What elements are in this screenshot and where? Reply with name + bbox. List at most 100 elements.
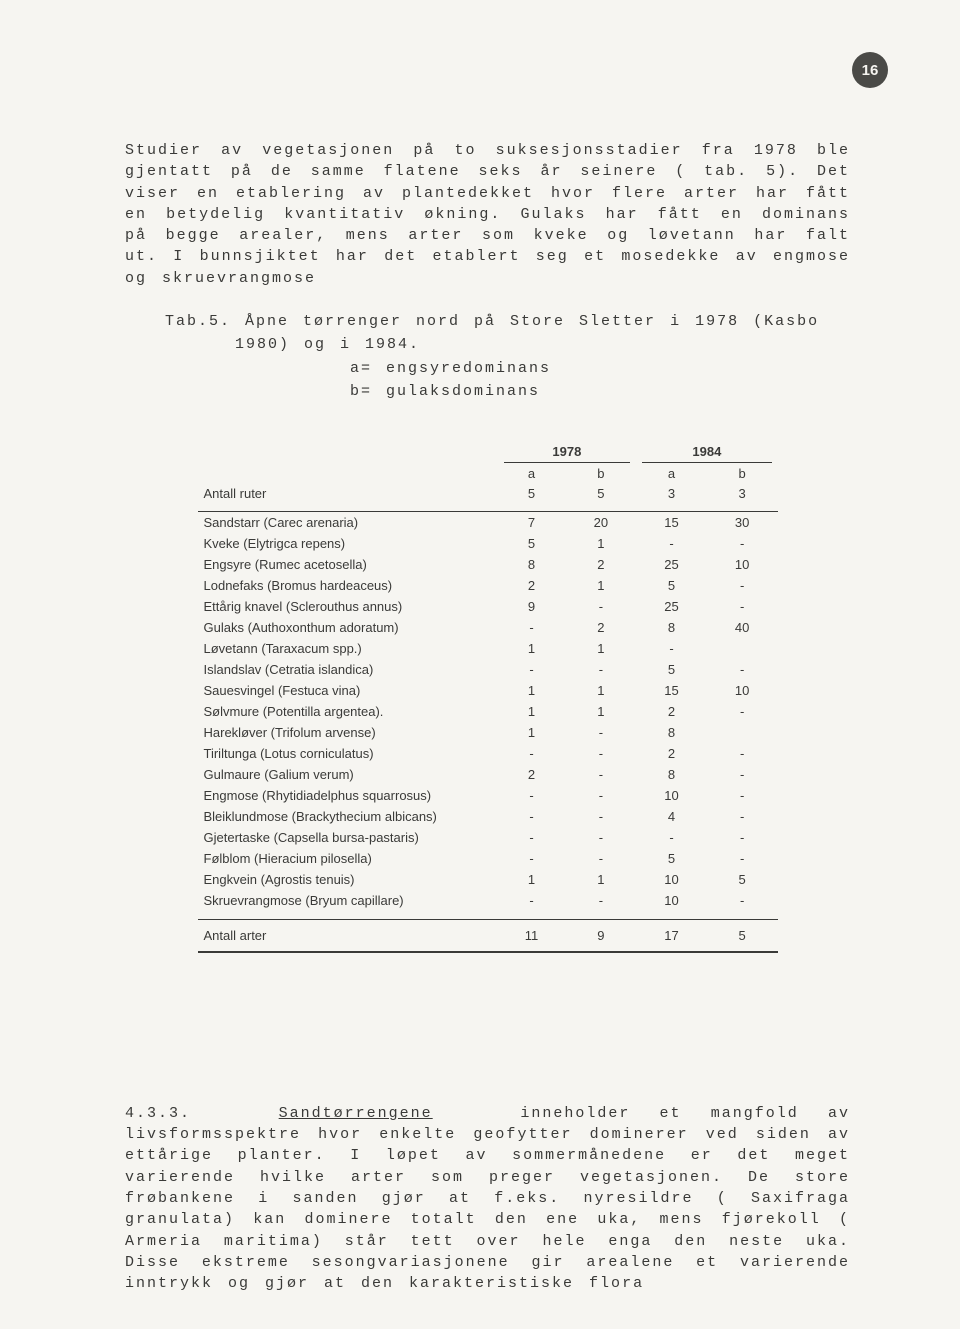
species-value: 10 xyxy=(636,785,707,806)
species-value: - xyxy=(566,764,637,785)
species-value: - xyxy=(566,596,637,617)
col-b-1984: b xyxy=(707,462,778,484)
species-value: 2 xyxy=(498,764,566,785)
table-row: Sølvmure (Potentilla argentea).112- xyxy=(198,701,778,722)
species-value: 1 xyxy=(566,575,637,596)
species-value: 1 xyxy=(498,680,566,701)
species-name: Gjetertaske (Capsella bursa-pastaris) xyxy=(198,827,498,848)
species-name: Engsyre (Rumec acetosella) xyxy=(198,554,498,575)
species-name: Sauesvingel (Festuca vina) xyxy=(198,680,498,701)
table-row: Sandstarr (Carec arenaria)7201530 xyxy=(198,512,778,534)
species-value: - xyxy=(636,533,707,554)
species-name: Ettårig knavel (Sclerouthus annus) xyxy=(198,596,498,617)
species-value: - xyxy=(566,890,637,911)
table-row: Engmose (Rhytidiadelphus squarrosus)--10… xyxy=(198,785,778,806)
species-name: Engkvein (Agrostis tenuis) xyxy=(198,869,498,890)
antall-ruter-val: 3 xyxy=(636,484,707,512)
table-caption-line4: b= gulaksdominans xyxy=(350,381,850,402)
species-value: - xyxy=(498,848,566,869)
species-value: 40 xyxy=(707,617,778,638)
species-value: 2 xyxy=(566,554,637,575)
species-value: - xyxy=(707,596,778,617)
species-value: 1 xyxy=(498,638,566,659)
species-value: 10 xyxy=(707,680,778,701)
table-row: Gulaks (Authoxonthum adoratum)-2840 xyxy=(198,617,778,638)
species-value xyxy=(707,638,778,659)
species-name: Gulaks (Authoxonthum adoratum) xyxy=(198,617,498,638)
species-value: - xyxy=(707,848,778,869)
species-value: 1 xyxy=(566,533,637,554)
species-value: 2 xyxy=(566,617,637,638)
species-value: 7 xyxy=(498,512,566,534)
species-value: 1 xyxy=(498,722,566,743)
table-row: Lodnefaks (Bromus hardeaceus)215- xyxy=(198,575,778,596)
table-row: Ettårig knavel (Sclerouthus annus)9-25- xyxy=(198,596,778,617)
species-value: - xyxy=(707,764,778,785)
species-name: Kveke (Elytrigca repens) xyxy=(198,533,498,554)
species-value: - xyxy=(707,785,778,806)
col-a-1978: a xyxy=(498,462,566,484)
species-value: 15 xyxy=(636,512,707,534)
species-value: 8 xyxy=(636,722,707,743)
species-value: 2 xyxy=(636,701,707,722)
species-name: Bleiklundmose (Brackythecium albicans) xyxy=(198,806,498,827)
col-b-1978: b xyxy=(566,462,637,484)
species-value xyxy=(707,722,778,743)
table-row: Tiriltunga (Lotus corniculatus)--2- xyxy=(198,743,778,764)
antall-arter-val: 11 xyxy=(498,919,566,952)
species-value: 8 xyxy=(636,617,707,638)
species-value: - xyxy=(636,638,707,659)
species-value: - xyxy=(707,827,778,848)
table-row: Sauesvingel (Festuca vina)111510 xyxy=(198,680,778,701)
species-name: Løvetann (Taraxacum spp.) xyxy=(198,638,498,659)
species-value: - xyxy=(566,785,637,806)
species-value: 1 xyxy=(566,638,637,659)
species-value: 20 xyxy=(566,512,637,534)
table-caption-line1: Tab.5. Åpne tørrenger nord på Store Slet… xyxy=(165,311,850,332)
species-value: 15 xyxy=(636,680,707,701)
species-value: 5 xyxy=(636,848,707,869)
species-value: 25 xyxy=(636,554,707,575)
antall-ruter-label: Antall ruter xyxy=(198,484,498,512)
species-value: - xyxy=(566,827,637,848)
antall-arter-label: Antall arter xyxy=(198,919,498,952)
species-value: - xyxy=(707,533,778,554)
species-name: Lodnefaks (Bromus hardeaceus) xyxy=(198,575,498,596)
species-value: - xyxy=(498,827,566,848)
species-value: 1 xyxy=(566,869,637,890)
section-title: Sandtørrengene xyxy=(279,1105,433,1122)
table-row: Harekløver (Trifolum arvense)1-8 xyxy=(198,722,778,743)
table-row: Engsyre (Rumec acetosella)822510 xyxy=(198,554,778,575)
species-value: 8 xyxy=(636,764,707,785)
table-row: Gjetertaske (Capsella bursa-pastaris)---… xyxy=(198,827,778,848)
species-name: Sandstarr (Carec arenaria) xyxy=(198,512,498,534)
species-name: Skruevrangmose (Bryum capillare) xyxy=(198,890,498,911)
species-value: 2 xyxy=(636,743,707,764)
species-value: 1 xyxy=(498,701,566,722)
year-1978: 1978 xyxy=(498,440,637,462)
page-number-badge: 16 xyxy=(852,52,888,88)
species-value: 9 xyxy=(498,596,566,617)
species-value: - xyxy=(566,848,637,869)
section-paragraph: 4.3.3. Sandtørrengene inneholder et mang… xyxy=(125,1103,850,1295)
species-value: - xyxy=(636,827,707,848)
species-value: 4 xyxy=(636,806,707,827)
species-value: - xyxy=(566,806,637,827)
species-value: - xyxy=(707,890,778,911)
table-row: Gulmaure (Galium verum)2-8- xyxy=(198,764,778,785)
species-table: 1978 1984 a b a b Antall ruter 5 5 3 3 xyxy=(198,440,778,953)
paragraph-1: Studier av vegetasjonen på to suksesjons… xyxy=(125,140,850,289)
species-value: - xyxy=(707,743,778,764)
species-value: 5 xyxy=(707,869,778,890)
page-number: 16 xyxy=(862,62,879,79)
table-caption-line3: a= engsyredominans xyxy=(350,358,850,379)
species-value: 30 xyxy=(707,512,778,534)
species-name: Tiriltunga (Lotus corniculatus) xyxy=(198,743,498,764)
species-name: Islandslav (Cetratia islandica) xyxy=(198,659,498,680)
species-value: - xyxy=(498,743,566,764)
species-value: 10 xyxy=(636,869,707,890)
species-value: 2 xyxy=(498,575,566,596)
table-row: Bleiklundmose (Brackythecium albicans)--… xyxy=(198,806,778,827)
antall-arter-val: 17 xyxy=(636,919,707,952)
species-name: Sølvmure (Potentilla argentea). xyxy=(198,701,498,722)
